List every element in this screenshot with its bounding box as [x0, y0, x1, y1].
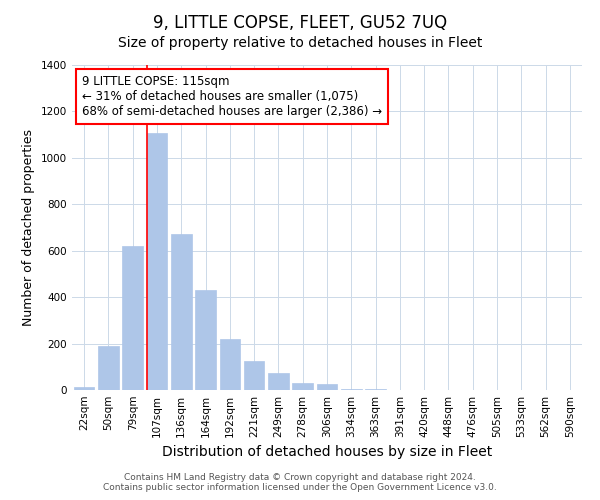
Bar	[74, 386, 94, 390]
Bar	[341, 389, 362, 390]
Bar	[220, 339, 240, 390]
Text: 9 LITTLE COPSE: 115sqm
← 31% of detached houses are smaller (1,075)
68% of semi-: 9 LITTLE COPSE: 115sqm ← 31% of detached…	[82, 74, 382, 118]
Bar	[292, 383, 313, 390]
Bar	[171, 234, 191, 390]
Bar	[195, 290, 216, 390]
Bar	[146, 134, 167, 390]
Text: Size of property relative to detached houses in Fleet: Size of property relative to detached ho…	[118, 36, 482, 50]
Bar	[317, 384, 337, 390]
Y-axis label: Number of detached properties: Number of detached properties	[22, 129, 35, 326]
Bar	[365, 389, 386, 390]
Bar	[122, 246, 143, 390]
Text: Contains HM Land Registry data © Crown copyright and database right 2024.
Contai: Contains HM Land Registry data © Crown c…	[103, 473, 497, 492]
X-axis label: Distribution of detached houses by size in Fleet: Distribution of detached houses by size …	[162, 446, 492, 460]
Bar	[268, 372, 289, 390]
Bar	[98, 346, 119, 390]
Text: 9, LITTLE COPSE, FLEET, GU52 7UQ: 9, LITTLE COPSE, FLEET, GU52 7UQ	[153, 14, 447, 32]
Bar	[244, 361, 265, 390]
